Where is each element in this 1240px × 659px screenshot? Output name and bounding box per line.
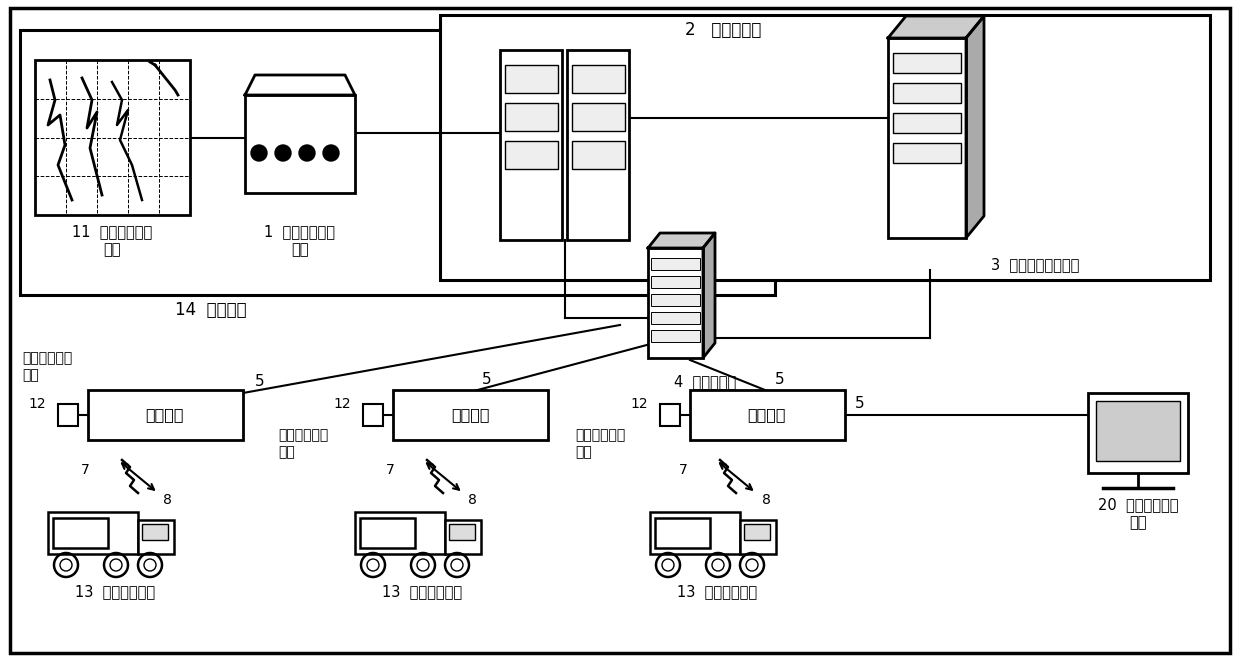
Circle shape <box>275 145 291 161</box>
Bar <box>363 404 383 426</box>
Bar <box>893 113 961 133</box>
Text: 13  移动信息装置: 13 移动信息装置 <box>74 585 155 600</box>
Text: 13  移动信息装置: 13 移动信息装置 <box>677 585 758 600</box>
Bar <box>572 65 625 93</box>
Text: 14  中心装置: 14 中心装置 <box>175 301 247 319</box>
Bar <box>1096 401 1180 461</box>
Bar <box>655 518 711 548</box>
Text: 12: 12 <box>334 397 351 411</box>
Bar <box>360 518 415 548</box>
Circle shape <box>322 145 339 161</box>
Bar <box>651 312 701 324</box>
Text: 图像信息取得: 图像信息取得 <box>278 428 329 442</box>
Polygon shape <box>966 16 985 238</box>
Text: 12: 12 <box>29 397 46 411</box>
Bar <box>440 15 1210 280</box>
Bar <box>651 294 701 306</box>
Text: 装置: 装置 <box>1130 515 1147 530</box>
Bar <box>505 103 558 131</box>
Polygon shape <box>703 233 715 358</box>
Text: 图像信息取得: 图像信息取得 <box>575 428 625 442</box>
Text: 7: 7 <box>82 463 91 477</box>
Bar <box>567 50 629 240</box>
Text: 通信装置: 通信装置 <box>146 407 185 422</box>
Text: 8: 8 <box>162 493 172 507</box>
Circle shape <box>250 145 267 161</box>
Bar <box>651 330 701 342</box>
Bar <box>393 390 548 440</box>
Bar <box>500 50 562 240</box>
Bar <box>744 524 770 540</box>
Bar <box>649 248 703 358</box>
Bar <box>246 95 355 193</box>
Bar <box>651 276 701 288</box>
Text: 2   通信服务器: 2 通信服务器 <box>684 21 761 39</box>
Text: 5: 5 <box>482 372 491 387</box>
Bar <box>893 53 961 73</box>
Bar <box>893 143 961 163</box>
Text: 装置: 装置 <box>575 445 591 459</box>
Text: 1  手写信息提取: 1 手写信息提取 <box>264 225 336 239</box>
Bar <box>1087 393 1188 473</box>
Text: 装置: 装置 <box>291 243 309 258</box>
Bar <box>355 512 445 554</box>
Text: 5: 5 <box>856 395 864 411</box>
Bar <box>893 83 961 103</box>
Text: 装置: 装置 <box>278 445 295 459</box>
Bar <box>740 520 776 554</box>
Bar <box>660 404 680 426</box>
Text: 4  收发服务器: 4 收发服务器 <box>673 374 737 389</box>
Text: 装置: 装置 <box>103 243 120 258</box>
Text: 7: 7 <box>680 463 688 477</box>
Text: 通信装置: 通信装置 <box>451 407 490 422</box>
Text: 8: 8 <box>763 493 771 507</box>
Text: 11  手写信息输入: 11 手写信息输入 <box>72 225 153 239</box>
Circle shape <box>299 145 315 161</box>
Bar <box>689 390 844 440</box>
Bar <box>20 30 775 295</box>
Text: 装置: 装置 <box>22 368 38 382</box>
Text: 8: 8 <box>467 493 477 507</box>
Text: 5: 5 <box>775 372 785 387</box>
Bar <box>888 38 966 238</box>
Text: 7: 7 <box>386 463 396 477</box>
Text: 5: 5 <box>255 374 264 389</box>
Bar <box>138 520 174 554</box>
Text: 图像信息取得: 图像信息取得 <box>22 351 72 365</box>
Bar <box>505 141 558 169</box>
Text: 3  手写信息存储装置: 3 手写信息存储装置 <box>991 258 1079 273</box>
Polygon shape <box>888 16 985 38</box>
Bar <box>143 524 167 540</box>
Polygon shape <box>649 233 715 248</box>
Bar <box>48 512 138 554</box>
Bar <box>53 518 108 548</box>
Bar <box>572 103 625 131</box>
Polygon shape <box>246 75 355 95</box>
Bar <box>35 60 190 215</box>
Bar <box>445 520 481 554</box>
Text: 13  移动信息装置: 13 移动信息装置 <box>382 585 463 600</box>
Bar <box>449 524 475 540</box>
Bar <box>505 65 558 93</box>
Bar <box>650 512 740 554</box>
Text: 通信装置: 通信装置 <box>748 407 786 422</box>
Bar <box>88 390 243 440</box>
Bar <box>651 258 701 270</box>
Text: 12: 12 <box>630 397 649 411</box>
Bar <box>58 404 78 426</box>
Text: 20  事件信息输入: 20 事件信息输入 <box>1097 498 1178 513</box>
Bar <box>572 141 625 169</box>
